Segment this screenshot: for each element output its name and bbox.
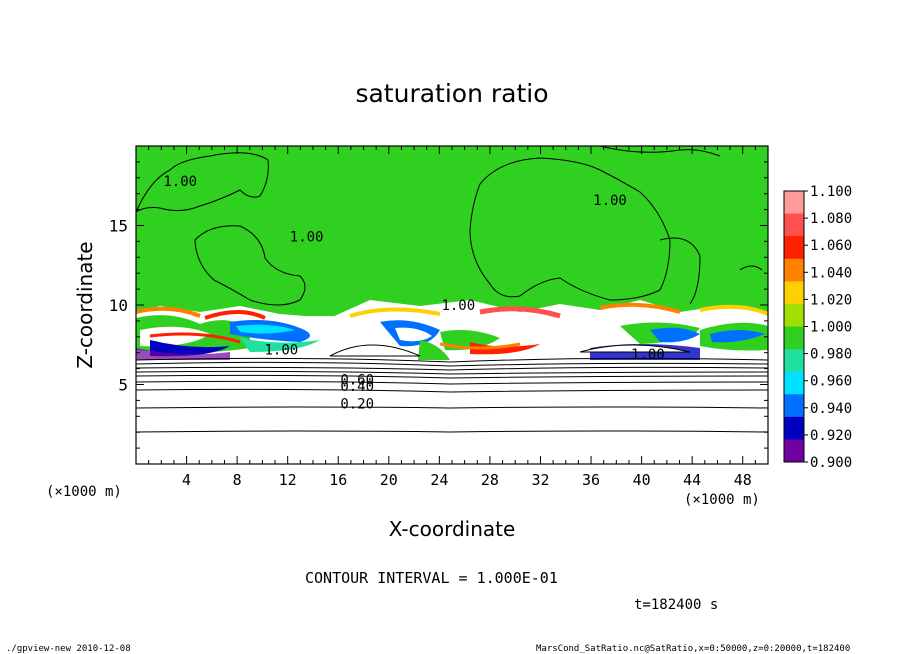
colorbar-label: 0.980 xyxy=(810,347,852,363)
contour-label: 1.00 xyxy=(163,174,197,190)
colorbar-swatch xyxy=(784,371,804,395)
x-tick-label: 44 xyxy=(683,471,701,489)
colorbar-swatch xyxy=(784,326,804,350)
colorbar-label: 1.100 xyxy=(810,184,852,200)
colorbar-label: 1.020 xyxy=(810,292,852,308)
colorbar-swatch xyxy=(784,349,804,373)
colorbar-label: 1.060 xyxy=(810,238,852,254)
colorbar-swatch xyxy=(784,258,804,282)
y-tick-label: 10 xyxy=(109,296,128,315)
contour-interval-text: CONTOUR INTERVAL = 1.000E-01 xyxy=(305,569,558,587)
field-subsaturated-region xyxy=(136,360,768,464)
colorbar-label: 1.040 xyxy=(810,265,852,281)
x-tick-label: 16 xyxy=(329,471,347,489)
x-tick-label: 48 xyxy=(734,471,752,489)
x-axis-unit-left: (×1000 m) xyxy=(46,484,122,500)
colorbar-label: 0.960 xyxy=(810,374,852,390)
chart-title: saturation ratio xyxy=(355,79,548,108)
cloud-layer xyxy=(135,300,769,360)
x-tick-label: 40 xyxy=(633,471,651,489)
time-label: t=182400 s xyxy=(634,597,718,613)
footer-right: MarsCond_SatRatio.nc@SatRatio,x=0:50000,… xyxy=(536,644,850,654)
x-tick-label: 36 xyxy=(582,471,600,489)
contour-label: 1.00 xyxy=(441,298,475,314)
y-tick-label: 5 xyxy=(118,376,128,395)
x-tick-label: 32 xyxy=(531,471,549,489)
x-tick-label: 20 xyxy=(380,471,398,489)
y-tick-label: 15 xyxy=(109,217,128,236)
contour-label: 1.00 xyxy=(290,229,324,245)
colorbar-swatch xyxy=(784,281,804,305)
contour-label: 1.00 xyxy=(265,342,299,358)
contour-label: 1.00 xyxy=(593,193,627,209)
x-tick-label: 24 xyxy=(430,471,448,489)
x-axis-unit-right: (×1000 m) xyxy=(684,492,760,508)
plot-area: 1.00 1.00 1.00 1.00 1.00 1.00 0.600.400.20 xyxy=(135,145,769,465)
colorbar-swatch xyxy=(784,416,804,440)
colorbar: 1.100 1.080 1.060 1.040 1.020 1.000 0.980 0.960… xyxy=(783,184,852,471)
contour-label: 0.20 xyxy=(340,396,374,412)
colorbar-label: 0.920 xyxy=(810,428,852,444)
colorbar-label: 0.900 xyxy=(810,455,852,471)
x-tick-label: 28 xyxy=(481,471,499,489)
footer-left: ./gpview-new 2010-12-08 xyxy=(6,644,131,654)
contour-label: 1.00 xyxy=(631,347,665,363)
contour-label: 0.60 xyxy=(340,373,374,389)
x-axis: 4 8 12 16 20 24 28 32 36 40 44 48 xyxy=(148,146,756,489)
contour-labels: 1.00 1.00 1.00 1.00 1.00 1.00 0.600.400.20 xyxy=(163,174,665,413)
colorbar-label: 1.000 xyxy=(810,320,852,336)
x-tick-label: 12 xyxy=(279,471,297,489)
contour-lines-lower xyxy=(135,357,769,433)
y-axis-label: Z-coordinate xyxy=(73,241,97,368)
colorbar-swatch xyxy=(784,236,804,260)
x-axis-label: X-coordinate xyxy=(389,517,516,541)
y-axis: 5 10 15 xyxy=(109,161,768,449)
x-tick-label: 8 xyxy=(233,471,242,489)
colorbar-swatch xyxy=(784,213,804,237)
contour-label: 0.40 xyxy=(340,379,374,395)
colorbar-swatch xyxy=(784,439,804,463)
colorbar-label: 0.940 xyxy=(810,401,852,417)
field-saturated-region xyxy=(136,146,768,316)
colorbar-swatch xyxy=(784,394,804,418)
x-tick-label: 4 xyxy=(182,471,191,489)
colorbar-label: 1.080 xyxy=(810,211,852,227)
colorbar-swatch xyxy=(784,191,804,215)
contour-lines-upper xyxy=(135,145,763,306)
colorbar-swatch xyxy=(784,303,804,327)
